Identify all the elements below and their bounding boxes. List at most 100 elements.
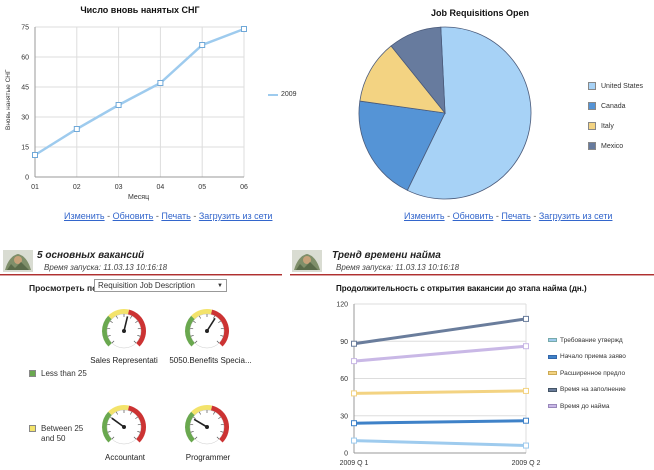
y-tick-label: 45 xyxy=(21,85,29,92)
pie-chart-links: Изменить - Обновить - Печать - Загрузить… xyxy=(404,211,613,221)
pie-swatch xyxy=(588,102,596,110)
print-link[interactable]: Печать xyxy=(161,211,191,221)
section-divider xyxy=(290,274,654,276)
gauge-tick xyxy=(193,416,196,420)
y-tick-label: 0 xyxy=(25,175,29,182)
gauge-tick xyxy=(130,411,133,415)
y-tick-label: 90 xyxy=(340,339,348,346)
trend-legend-label: Расширенное предло xyxy=(560,369,626,377)
x-tick-label: 01 xyxy=(31,184,39,191)
view-by-select[interactable]: Requisition Job Description ▼ xyxy=(94,279,227,292)
gauge-tick xyxy=(110,320,113,324)
gauge-legend-item: Less than 25 xyxy=(29,369,87,378)
gauge-tick xyxy=(135,320,138,324)
pie-legend-item: Canada xyxy=(588,96,643,116)
view-by-select-value: Requisition Job Description xyxy=(98,281,195,290)
gauge-tick xyxy=(190,334,194,337)
legend-line-marker-icon xyxy=(548,354,557,359)
series-line-2009 xyxy=(34,27,245,157)
gauge-label: Sales Representati xyxy=(90,356,158,365)
data-point xyxy=(32,152,38,158)
requisitions-pie-chart xyxy=(358,26,532,200)
gauge-legend-label: Less than 25 xyxy=(41,369,87,378)
gauge-tick xyxy=(198,315,201,319)
data-point xyxy=(523,442,529,449)
gauge-tick xyxy=(213,315,216,319)
section-avatar-icon xyxy=(3,250,33,272)
edit-link[interactable]: Изменить xyxy=(404,211,445,221)
trend-legend-item: Требование утвержд xyxy=(548,332,626,349)
pie-slice xyxy=(358,100,446,191)
x-tick-label: 05 xyxy=(198,184,206,191)
hire-trend-chart-title: Продолжительность с открытия вакансии до… xyxy=(336,284,587,293)
gauge xyxy=(101,309,147,349)
legend-line-marker-icon xyxy=(268,93,278,100)
gauge-tick xyxy=(133,340,137,344)
gauge-tick xyxy=(218,416,221,420)
data-point xyxy=(523,343,529,350)
gauge-tick xyxy=(220,334,224,337)
trend-legend-item: Время на заполнение xyxy=(548,382,626,399)
refresh-link[interactable]: Обновить xyxy=(452,211,494,221)
hires-chart: 0 15 30 45 60 75 01 02 03 04 05 06 xyxy=(21,25,248,192)
pie-legend-label: Italy xyxy=(601,122,614,130)
legend-series-2009: 2009 xyxy=(281,91,297,98)
gauge xyxy=(185,405,229,445)
pie-slice xyxy=(390,26,446,115)
trend-legend-item: Начало приема заяво xyxy=(548,349,626,366)
gauge-needle xyxy=(123,316,129,332)
y-tick-label: 120 xyxy=(336,302,348,309)
gauge-hub xyxy=(122,329,126,333)
trend-legend-item: Расширенное предло xyxy=(548,365,626,382)
x-tick-label: 03 xyxy=(115,184,123,191)
gauge-panel xyxy=(101,309,230,445)
trend-legend-label: Требование утвержд xyxy=(560,336,623,344)
gauge-tick xyxy=(193,320,196,324)
gauge-label: Programmer xyxy=(185,453,231,462)
y-tick-label: 15 xyxy=(21,145,29,152)
series-line xyxy=(353,389,527,395)
pie-swatch xyxy=(588,82,596,90)
x-tick-label: 04 xyxy=(157,184,165,191)
gauge-tick xyxy=(216,340,220,344)
x-tick-label: 06 xyxy=(240,184,248,191)
print-link[interactable]: Печать xyxy=(501,211,531,221)
y-tick-label: 60 xyxy=(21,55,29,62)
y-tick-label: 30 xyxy=(21,115,29,122)
gauge-tick xyxy=(216,436,220,440)
data-point xyxy=(351,390,357,397)
view-by-label: Просмотреть по xyxy=(29,283,98,293)
data-point xyxy=(351,358,357,365)
series-line xyxy=(353,419,527,425)
gauge-tick xyxy=(213,411,216,415)
download-link[interactable]: Загрузить из сети xyxy=(198,211,273,221)
pie-legend-label: United States xyxy=(601,82,644,90)
series-line xyxy=(353,439,527,448)
edit-link[interactable]: Изменить xyxy=(64,211,105,221)
hire-trend-title: Тренд времени найма xyxy=(332,250,441,261)
x-tick-label: 02 xyxy=(73,184,81,191)
gauge-legend-swatch xyxy=(29,370,36,377)
y-tick-label: 30 xyxy=(340,413,348,420)
trend-legend-label: Время до найма xyxy=(560,402,610,410)
trend-legend-label: Время на заполнение xyxy=(560,386,626,394)
y-tick-label: 60 xyxy=(340,376,348,383)
y-tick-label: 75 xyxy=(21,25,29,32)
refresh-link[interactable]: Обновить xyxy=(112,211,154,221)
legend-line-marker-icon xyxy=(548,338,557,343)
gauge-needle xyxy=(206,317,216,332)
hire-trend-runtime: Время запуска: 11.03.13 10:16:18 xyxy=(336,263,460,272)
gauge xyxy=(185,309,230,349)
pie-legend-item: Italy xyxy=(588,116,643,136)
gauge-tick xyxy=(111,340,115,344)
pie-legend-label: Canada xyxy=(601,102,626,110)
top-vacancies-title: 5 основных вакансий xyxy=(37,250,145,261)
gauge-tick xyxy=(130,315,133,319)
download-link[interactable]: Загрузить из сети xyxy=(538,211,613,221)
data-point xyxy=(115,102,122,108)
gauge-tick xyxy=(115,315,118,319)
pie-swatch xyxy=(588,122,596,130)
hires-chart-legend: 2009 xyxy=(268,91,297,98)
pie-slice xyxy=(406,26,532,200)
data-point xyxy=(351,420,357,427)
